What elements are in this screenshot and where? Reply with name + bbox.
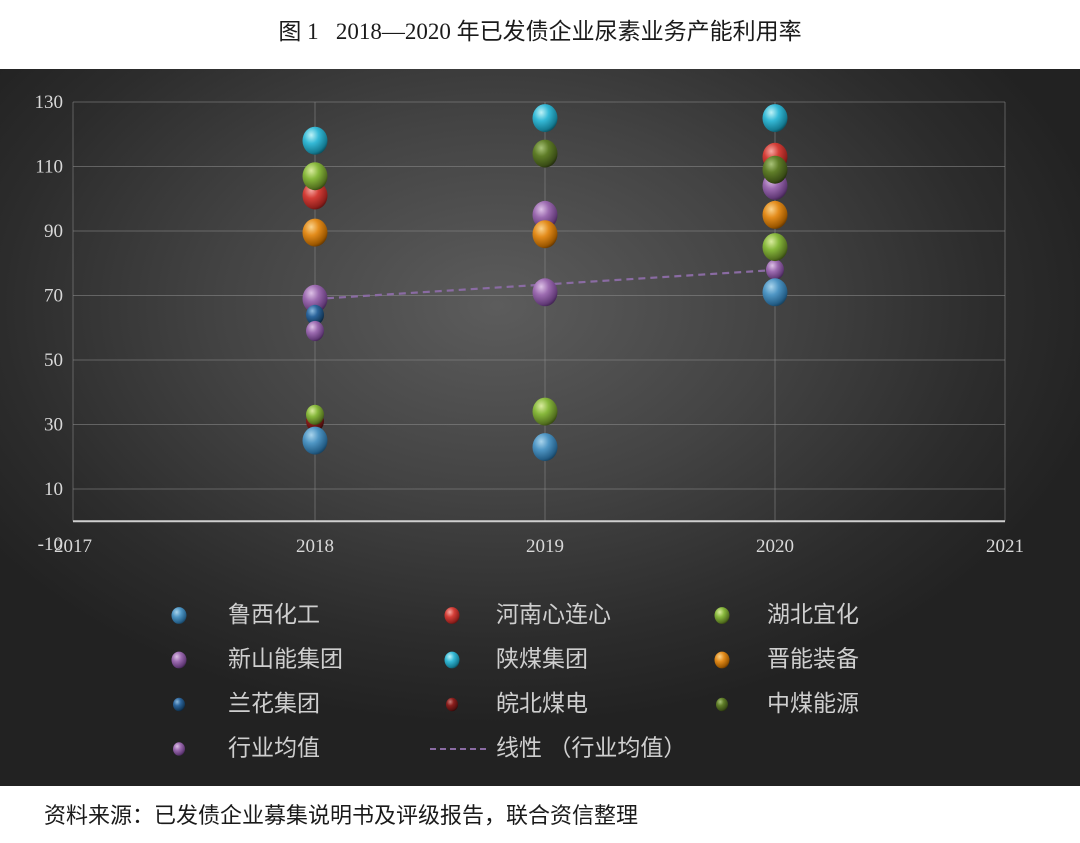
svg-text:50: 50 xyxy=(44,350,63,371)
svg-text:2018: 2018 xyxy=(296,536,334,557)
svg-text:中煤能源: 中煤能源 xyxy=(767,690,859,716)
svg-text:90: 90 xyxy=(44,221,63,242)
svg-text:2017: 2017 xyxy=(54,536,92,557)
svg-text:河南心连心: 河南心连心 xyxy=(496,601,611,627)
svg-text:行业均值: 行业均值 xyxy=(228,735,320,761)
svg-text:2020: 2020 xyxy=(756,536,794,557)
svg-text:鲁西化工: 鲁西化工 xyxy=(228,601,320,627)
svg-text:皖北煤电: 皖北煤电 xyxy=(496,690,588,716)
svg-text:兰花集团: 兰花集团 xyxy=(228,690,320,716)
svg-text:湖北宜化: 湖北宜化 xyxy=(767,601,859,627)
svg-text:2019: 2019 xyxy=(526,536,564,557)
svg-text:30: 30 xyxy=(44,415,63,436)
svg-text:陕煤集团: 陕煤集团 xyxy=(496,646,588,672)
svg-text:晋能装备: 晋能装备 xyxy=(767,646,859,672)
svg-text:新山能集团: 新山能集团 xyxy=(228,646,343,672)
svg-text:线性 （行业均值）: 线性 （行业均值） xyxy=(496,735,686,761)
svg-text:2021: 2021 xyxy=(986,536,1024,557)
svg-text:130: 130 xyxy=(35,92,64,113)
svg-text:10: 10 xyxy=(44,479,63,500)
svg-text:110: 110 xyxy=(35,157,63,178)
svg-text:70: 70 xyxy=(44,286,63,307)
